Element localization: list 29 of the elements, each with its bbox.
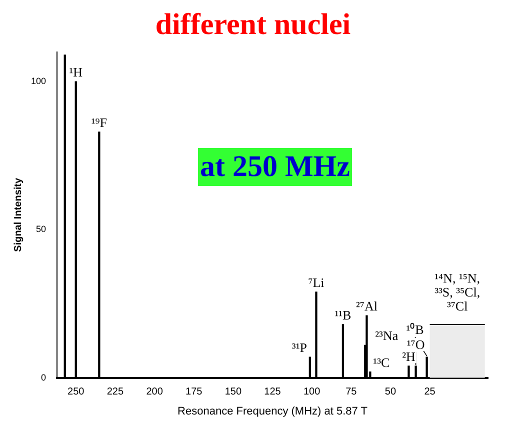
annotation: ²H [402, 348, 416, 364]
y-tick-label: 0 [41, 372, 46, 382]
x-axis-title: Resonance Frequency (MHz) at 5.87 T [178, 405, 368, 418]
annotation: at 250 MHz [198, 148, 352, 186]
chart-title: different nuclei [154, 8, 352, 42]
band-label: ¹⁴N, ¹⁵N, ³³S, ³⁵Cl, ³⁷Cl [434, 270, 480, 314]
x-tick-label: 175 [186, 386, 203, 398]
annotation: ⁷Li [308, 274, 325, 290]
x-tick-label: 50 [384, 386, 396, 398]
x-tick-label: 75 [346, 386, 358, 398]
annotation: ¹H [69, 64, 83, 80]
x-tick-label: 100 [303, 386, 321, 398]
annotation: ¹¹B [334, 307, 352, 322]
x-tick-label: 125 [264, 386, 282, 398]
x-tick-label: 225 [106, 386, 124, 398]
x-tick-label: 25 [424, 386, 436, 398]
x-tick-label: 200 [146, 386, 164, 398]
annotation: ³¹P [292, 340, 307, 356]
annotation: ¹³C [373, 354, 390, 370]
annotation: ¹⁰B [406, 322, 424, 338]
y-tick-label: 50 [36, 224, 46, 234]
x-tick-label: 250 [68, 386, 85, 398]
annotation: ²³Na [375, 328, 398, 344]
annotation: ²⁷Al [356, 298, 378, 314]
y-tick-label: 100 [30, 76, 46, 86]
annotation: ¹⁷O [406, 336, 425, 352]
y-axis-title: Signal Intensity [12, 178, 24, 252]
x-tick-label: 150 [224, 386, 242, 398]
annotation: ¹⁹F [91, 114, 108, 130]
